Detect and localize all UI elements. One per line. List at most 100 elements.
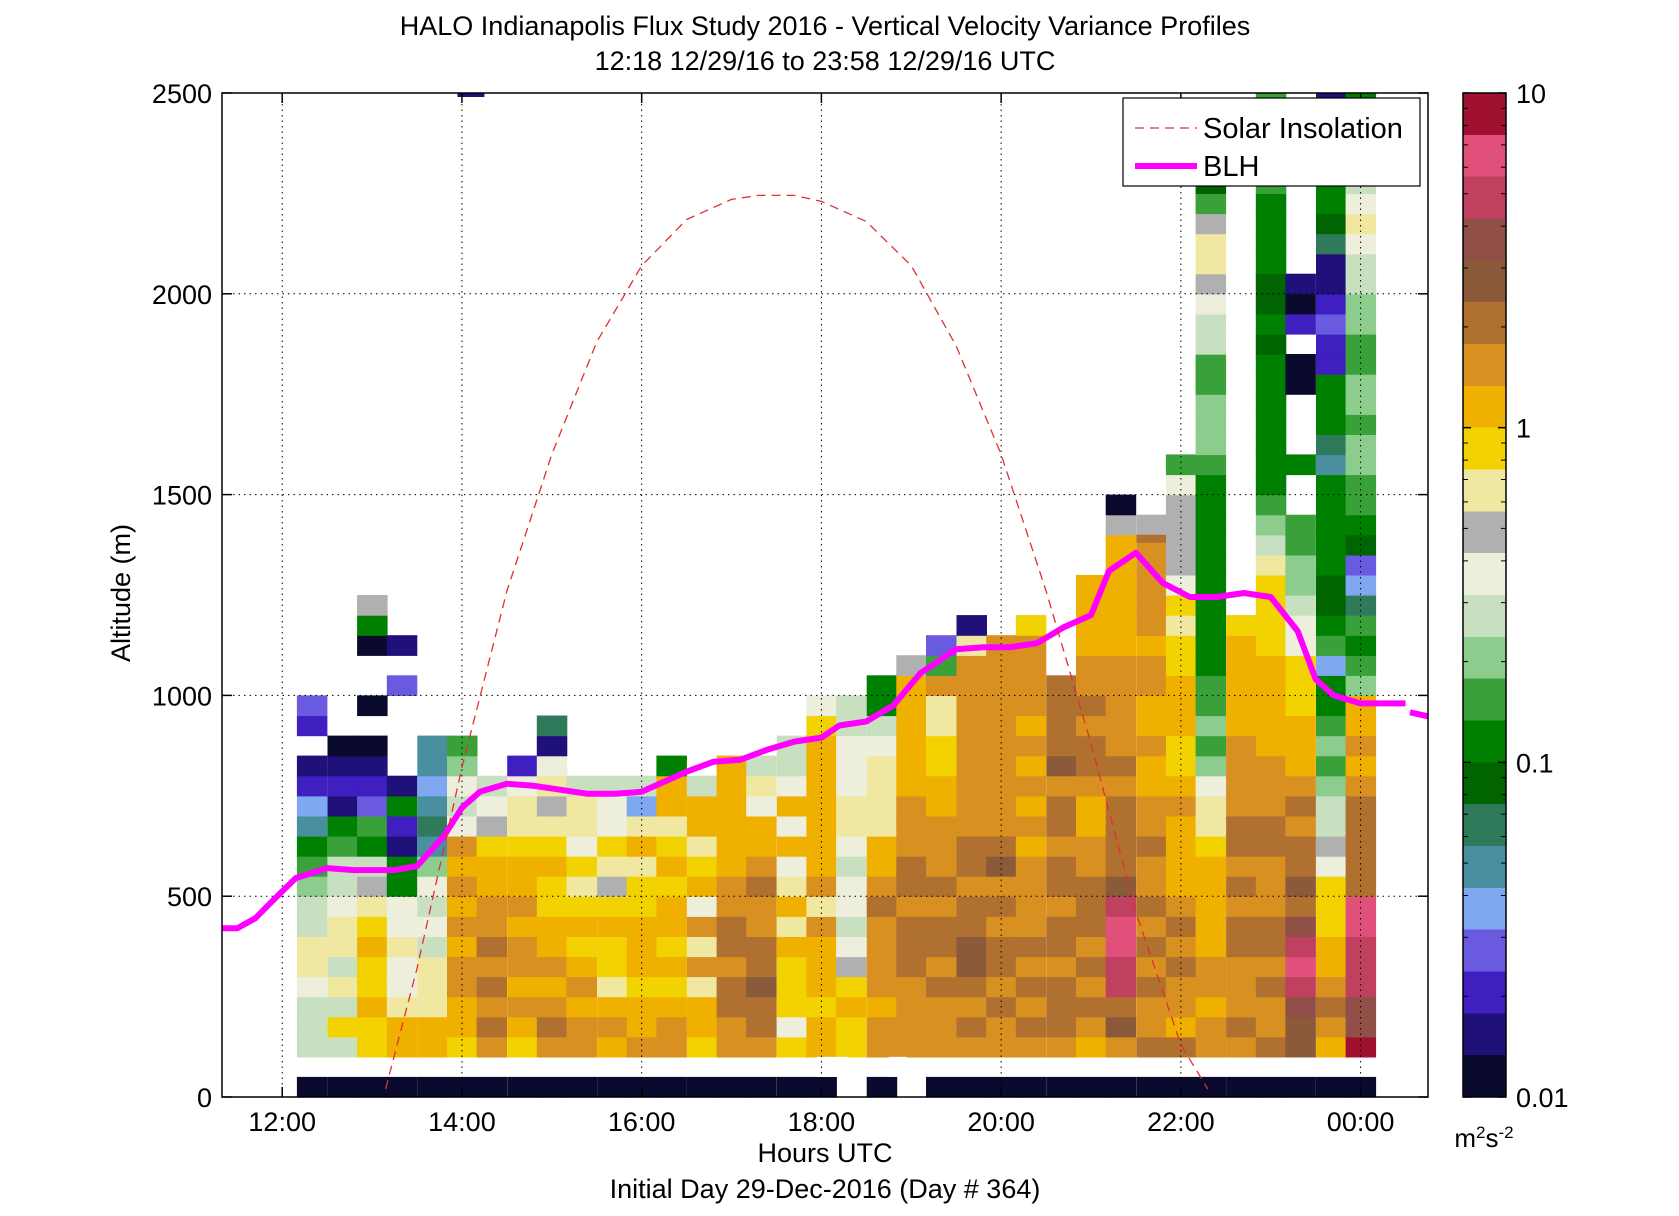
heatmap-cell [1105,494,1137,516]
heatmap-cell [1046,775,1077,797]
heatmap-cell [896,836,927,857]
heatmap-cell [1076,675,1107,696]
heatmap-cell [1345,615,1377,636]
heatmap-cell [1255,795,1287,817]
heatmap-cell [447,735,478,757]
heatmap-cell [597,1016,628,1038]
heatmap-cell [1285,856,1316,877]
plot-frame [221,92,1429,1098]
heatmap-cell [296,936,328,958]
x-axis-sublabel: Initial Day 29-Dec-2016 (Day # 364) [610,1174,1041,1204]
heatmap-cell [806,1016,837,1038]
heatmap-cell [507,815,538,837]
heatmap-cell [866,715,898,737]
heatmap-cell [1046,715,1077,737]
heatmap-cell [776,836,808,857]
heatmap-cell [956,715,987,737]
heatmap-cell [806,695,837,717]
heatmap-cell [1255,334,1287,355]
heatmap-cell [986,976,1017,998]
heatmap-cell [1105,795,1137,817]
heatmap-cell [1255,253,1287,275]
heatmap-cell [476,956,508,978]
heatmap-cell [656,1036,687,1058]
heatmap-cell [1316,293,1347,315]
y-tick-label: 1500 [152,481,212,511]
heatmap-cell [327,1076,358,1098]
heatmap-cell [386,635,418,656]
heatmap-cell [357,836,388,857]
heatmap-cell [1165,956,1197,978]
heatmap-cell [536,956,568,978]
colorbar-tick-label: 0.1 [1516,748,1554,778]
heatmap-cell [386,815,418,837]
heatmap-cell [1255,1076,1287,1098]
heatmap-cell [986,795,1017,817]
heatmap-cell [566,996,597,1018]
heatmap-cell [1105,996,1137,1018]
heatmap-cell [417,735,448,757]
heatmap-cell [1345,374,1377,395]
heatmap-cell [986,856,1017,877]
heatmap-cell [1285,956,1316,978]
heatmap-cell [866,936,898,958]
heatmap-cell [1046,1076,1077,1098]
heatmap-cell [1255,635,1287,656]
heatmap-cell [1015,795,1047,817]
heatmap-cell [507,1036,538,1058]
chart-title: HALO Indianapolis Flux Study 2016 - Vert… [400,11,1250,41]
heatmap-cell [986,956,1017,978]
heatmap-cell [806,815,837,837]
heatmap-cell [1015,916,1047,937]
heatmap-cell [626,795,658,817]
x-tick-label: 14:00 [428,1107,496,1137]
heatmap-cell [806,755,837,777]
heatmap-cell [956,615,987,636]
heatmap-cell [566,815,597,837]
heatmap-cell [1255,313,1287,335]
heatmap-cell [1076,1016,1107,1038]
heatmap-cell [1255,836,1287,857]
heatmap-cell [1105,1016,1137,1038]
heatmap-cell [507,795,538,817]
heatmap-cell [1105,574,1137,596]
heatmap-cell [746,1076,777,1098]
colorbar-tick-label: 0.01 [1516,1083,1569,1113]
heatmap-cell [896,715,927,737]
heatmap-cell [1136,534,1167,543]
heatmap-cell [1285,454,1316,476]
heatmap-cell [1226,976,1257,998]
heatmap-cell [656,755,687,777]
heatmap-cell [956,896,987,917]
heatmap-cell [597,1076,628,1098]
heatmap-cell [1136,655,1167,676]
heatmap-cell [1316,635,1347,656]
heatmap-cell [1316,815,1347,837]
colorbar-gradient [1462,92,1507,1098]
heatmap-cell [1316,735,1347,757]
heatmap-cell [1285,836,1316,857]
heatmap-cell [836,795,867,817]
heatmap-cell [476,996,508,1018]
heatmap-cell [417,876,448,897]
heatmap-cell [1076,836,1107,857]
heatmap-cell [1105,936,1137,958]
heatmap-cell [656,815,687,837]
heatmap-cell [566,856,597,877]
heatmap-cell [1316,534,1347,556]
heatmap-cell [686,976,718,998]
heatmap-cell [776,795,808,817]
heatmap-cell [1226,795,1257,817]
heatmap-cell [447,916,478,937]
heatmap-cell [357,936,388,958]
heatmap-cell [1076,775,1107,797]
heatmap-cell [776,1036,808,1058]
heatmap-cell [866,815,898,837]
heatmap-cell [686,836,718,857]
heatmap-cell [956,996,987,1018]
heatmap-cell [1226,896,1257,917]
heatmap-cell [1015,735,1047,757]
heatmap-cell [716,956,748,978]
heatmap-cell [536,856,568,877]
heatmap-cell [1195,1076,1227,1098]
